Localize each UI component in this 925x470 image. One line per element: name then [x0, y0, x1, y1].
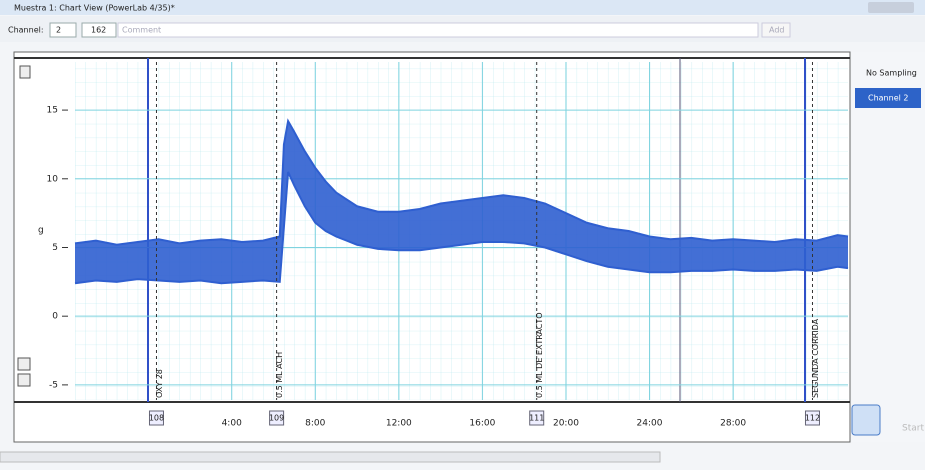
labchart-window: Muestra 1: Chart View (PowerLab 4/35)* C…: [0, 0, 925, 470]
y-tick-label: 5: [52, 243, 58, 253]
x-tick-label: 24:00: [637, 419, 663, 429]
x-tick-label: 12:00: [386, 419, 412, 429]
channel-menu[interactable]: [20, 66, 30, 78]
y-tick-label: 15: [47, 106, 58, 116]
y-tick-label: 0: [52, 312, 58, 322]
comment-input[interactable]: [118, 23, 758, 37]
channel-value: 2: [56, 26, 61, 35]
comment-text: OXY 28: [155, 369, 164, 398]
y-tick-label: -5: [49, 380, 58, 390]
x-tick-label: 16:00: [469, 419, 495, 429]
x-tick-label: 20:00: [553, 419, 579, 429]
comment-number: 112: [805, 414, 820, 423]
scope-button[interactable]: [852, 405, 880, 435]
comment-text: 0.5 ML ACH: [275, 352, 284, 398]
channel-select[interactable]: [50, 23, 76, 37]
window-title: Muestra 1: Chart View (PowerLab 4/35)*: [14, 4, 175, 13]
channel-label: Channel:: [8, 26, 44, 35]
add-label: Add: [769, 26, 785, 35]
comment-number: 162: [91, 26, 106, 35]
x-tick-label: 4:00: [222, 419, 242, 429]
scrollbar[interactable]: [0, 452, 660, 462]
comment-number: 111: [529, 414, 544, 423]
start-button[interactable]: Start: [902, 424, 924, 434]
channel-button-label: Channel 2: [868, 94, 908, 103]
zoom-out[interactable]: [18, 374, 30, 386]
comment-number: 109: [269, 414, 284, 423]
side-panel: [852, 52, 925, 442]
zoom-in[interactable]: [18, 358, 30, 370]
x-tick-label: 8:00: [305, 419, 325, 429]
sampling-label: No Sampling: [866, 69, 917, 78]
comment-text: SEGUNDA CORRIDA: [811, 318, 820, 398]
comment-text: 0.5 ML DE EXTRACTO: [535, 312, 544, 398]
y-tick-label: 10: [47, 174, 59, 184]
window-controls[interactable]: [868, 2, 914, 13]
comment-number: 108: [149, 414, 164, 423]
y-axis-label: g: [38, 226, 44, 236]
x-tick-label: 28:00: [720, 419, 746, 429]
comment-placeholder: Comment: [122, 26, 161, 35]
